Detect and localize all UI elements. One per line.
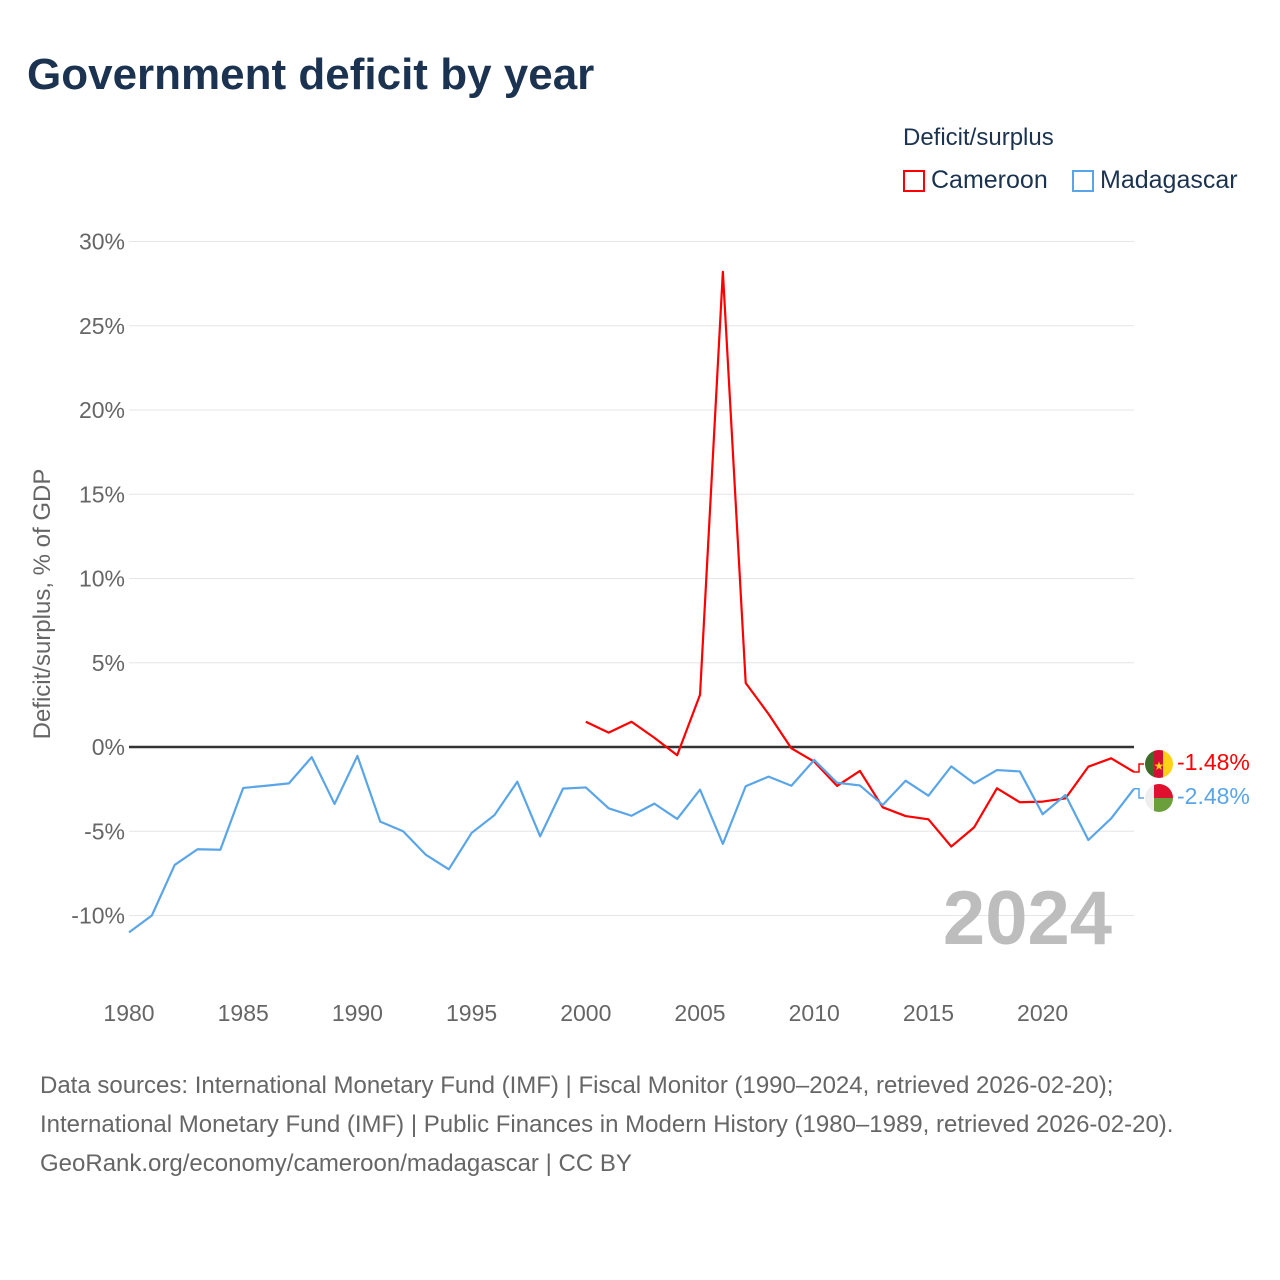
x-tick-label: 2010 [789, 1000, 840, 1026]
y-tick-label: 5% [92, 650, 125, 676]
series-line-cameroon[interactable] [585, 270, 1135, 848]
x-tick-label: 1985 [218, 1000, 269, 1026]
svg-text:★: ★ [1154, 759, 1165, 773]
data-sources-text: Data sources: International Monetary Fun… [40, 1072, 1174, 1138]
page-title: Government deficit by year [27, 50, 595, 99]
end-connector [1134, 763, 1144, 773]
cameroon-flag-icon: ★ [1145, 750, 1173, 778]
y-tick-label: 25% [79, 313, 125, 339]
y-axis-label: Deficit/surplus, % of GDP [29, 469, 56, 740]
madagascar-flag-icon [1145, 784, 1173, 812]
legend-item-madagascar[interactable]: Madagascar [1072, 166, 1238, 195]
y-tick-label: -5% [84, 818, 125, 844]
legend-label-cameroon: Cameroon [931, 166, 1048, 194]
x-tick-label: 1995 [446, 1000, 497, 1026]
series-line-madagascar[interactable] [128, 754, 1135, 934]
year-watermark: 2024 [943, 876, 1112, 961]
end-connector [1134, 788, 1144, 799]
legend-swatch-cameroon [903, 169, 925, 192]
y-tick-label: 15% [79, 481, 125, 507]
x-tick-label: 1980 [103, 1000, 154, 1026]
y-tick-label: 30% [79, 229, 125, 255]
x-tick-label: 2000 [560, 1000, 611, 1026]
y-tick-label: 10% [79, 566, 125, 592]
end-label-cameroon: -1.48% [1177, 749, 1250, 775]
y-tick-label: -10% [71, 903, 125, 929]
y-tick-label: 20% [79, 397, 125, 423]
sources-note: Data sources: International Monetary Fun… [40, 1066, 1240, 1183]
y-tick-label: 0% [92, 734, 125, 760]
x-tick-label: 1990 [332, 1000, 383, 1026]
x-tick-label: 2005 [674, 1000, 725, 1026]
legend-item-cameroon[interactable]: Cameroon [903, 166, 1048, 195]
legend-label-madagascar: Madagascar [1100, 166, 1238, 194]
x-tick-label: 2015 [903, 1000, 954, 1026]
x-tick-label: 2020 [1017, 1000, 1068, 1026]
legend-swatch-madagascar [1072, 169, 1094, 192]
end-label-madagascar: -2.48% [1177, 783, 1250, 809]
attribution-link[interactable]: GeoRank.org/economy/cameroon/madagascar … [40, 1150, 632, 1177]
legend-title: Deficit/surplus [903, 124, 1054, 151]
